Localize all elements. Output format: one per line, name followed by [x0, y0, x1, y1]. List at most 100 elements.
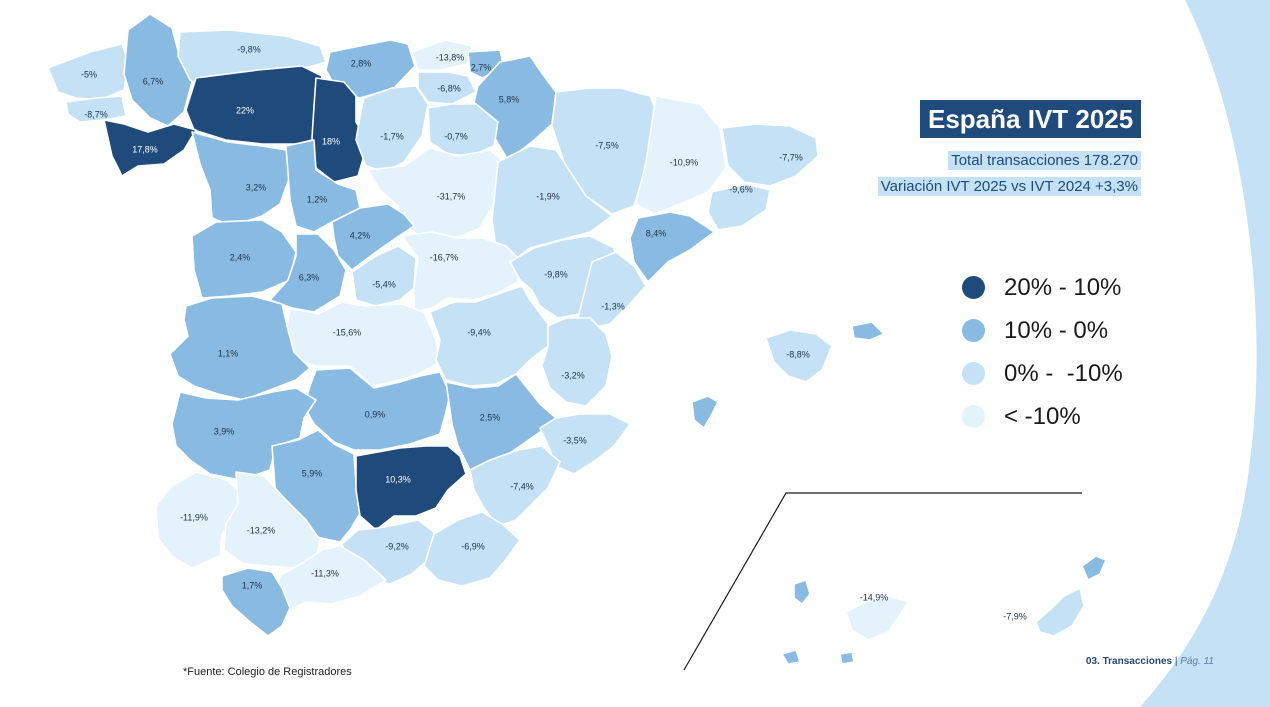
province-value-label: 22% — [236, 105, 254, 115]
province-value-label: 2,4% — [230, 252, 251, 262]
legend: 20% - 10% 10% - 0% 0% - -10% < -10% — [962, 266, 1123, 438]
source-note: *Fuente: Colegio de Registradores — [183, 666, 352, 678]
island-shape — [1081, 555, 1107, 581]
province-region — [103, 119, 197, 177]
province-region — [707, 183, 771, 231]
province-region — [427, 103, 499, 157]
province-value-label: -1,3% — [601, 301, 625, 311]
province-value-label: 2,5% — [480, 412, 501, 422]
island-shape — [839, 651, 855, 665]
province-value-label: 5,8% — [499, 94, 520, 104]
province-region — [169, 295, 311, 401]
province-value-label: 1,7% — [242, 580, 263, 590]
province-value-label: -8,7% — [84, 109, 108, 119]
province-region — [629, 211, 715, 283]
province-value-label: 3,2% — [246, 182, 267, 192]
province-value-label: -13,2% — [247, 525, 276, 535]
inset-divider-line — [683, 492, 1082, 671]
province-region — [411, 39, 473, 71]
province-value-label: -1,9% — [536, 191, 560, 201]
province-value-label: -11,3% — [311, 568, 339, 578]
province-value-label: 2,8% — [351, 58, 372, 68]
province-region — [331, 203, 415, 271]
island-shape — [781, 649, 801, 665]
province-value-label: -8,8% — [786, 349, 810, 359]
province-region — [221, 567, 291, 637]
province-region — [191, 131, 291, 227]
province-region — [65, 95, 127, 123]
province-value-label: -14,9% — [860, 592, 889, 602]
province-value-label: 2,7% — [471, 62, 492, 72]
province-region — [269, 233, 347, 313]
province-value-label: -16,7% — [430, 252, 459, 262]
legend-dot — [962, 362, 985, 385]
province-value-label: -9,4% — [467, 327, 491, 337]
footer-separator: | — [1174, 656, 1178, 667]
province-region — [423, 511, 521, 587]
province-value-label: -9,6% — [729, 184, 753, 194]
province-region — [47, 43, 129, 101]
province-value-label: -0,7% — [444, 131, 468, 141]
legend-dot — [962, 319, 985, 342]
legend-label: 20% - 10% — [1004, 273, 1122, 301]
legend-item: < -10% — [962, 395, 1123, 438]
province-region — [845, 595, 909, 641]
province-value-label: -3,2% — [561, 370, 585, 380]
province-value-label: -13,8% — [436, 52, 465, 62]
legend-dot — [962, 276, 985, 299]
subtitle-variation: Variación IVT 2025 vs IVT 2024 +3,3% — [877, 177, 1141, 196]
island-shape — [793, 579, 811, 605]
province-value-label: 0,9% — [365, 409, 386, 419]
province-value-label: 8,4% — [646, 228, 667, 238]
map-title: España IVT 2025 — [920, 100, 1142, 138]
province-region — [721, 123, 819, 187]
province-region — [469, 445, 561, 527]
province-value-label: 1,2% — [307, 194, 328, 204]
province-value-label: -5,4% — [372, 279, 396, 289]
province-value-label: 6,7% — [143, 76, 164, 86]
province-value-label: -9,8% — [237, 44, 261, 54]
province-value-label: -11,9% — [180, 512, 208, 522]
province-value-label: 5,9% — [302, 468, 323, 478]
province-value-label: -9,2% — [385, 541, 409, 551]
province-value-label: 1,1% — [218, 348, 239, 358]
legend-item: 0% - -10% — [962, 352, 1123, 395]
province-value-label: -31,7% — [437, 191, 466, 201]
province-value-label: 17,8% — [132, 144, 158, 154]
province-value-label: -7,9% — [1003, 611, 1027, 621]
island-shape — [691, 395, 719, 429]
province-region — [123, 13, 193, 127]
footer-page: Pág. 11 — [1180, 656, 1214, 667]
province-value-label: -9,8% — [544, 269, 568, 279]
legend-item: 20% - 10% — [962, 266, 1123, 309]
province-region — [311, 77, 369, 183]
island-shape — [851, 321, 885, 341]
province-value-label: 10,3% — [385, 474, 411, 484]
province-value-label: -1,7% — [380, 131, 404, 141]
province-value-label: 3,9% — [214, 426, 235, 436]
province-region — [429, 285, 549, 387]
legend-label: < -10% — [1004, 402, 1081, 430]
legend-label: 0% - -10% — [1004, 359, 1123, 387]
province-region — [541, 317, 613, 407]
province-value-label: 4,2% — [350, 230, 371, 240]
province-value-label: -5% — [81, 69, 97, 79]
province-value-label: -6,8% — [437, 83, 461, 93]
province-value-label: -15,6% — [333, 327, 362, 337]
province-value-label: 6,3% — [299, 272, 320, 282]
province-value-label: -7,5% — [595, 140, 619, 150]
province-value-label: -6,9% — [461, 541, 485, 551]
province-value-label: -7,4% — [510, 481, 534, 491]
footer-section: 03. Transacciones — [1085, 656, 1173, 667]
legend-label: 10% - 0% — [1004, 316, 1109, 344]
province-region — [303, 367, 451, 451]
province-region — [635, 95, 727, 215]
page-footer: 03. Transacciones | Pág. 11 — [1086, 656, 1214, 667]
province-region — [1035, 587, 1085, 637]
labels-layer: -5% 6,7% -9,8% 2,8% -13,8% 2,7% -6,8% -8,7% 22% 1… — [81, 44, 1027, 621]
province-region — [765, 329, 833, 383]
province-value-label: -10,9% — [670, 157, 699, 167]
province-value-label: -3,5% — [563, 435, 587, 445]
province-region — [355, 85, 429, 173]
